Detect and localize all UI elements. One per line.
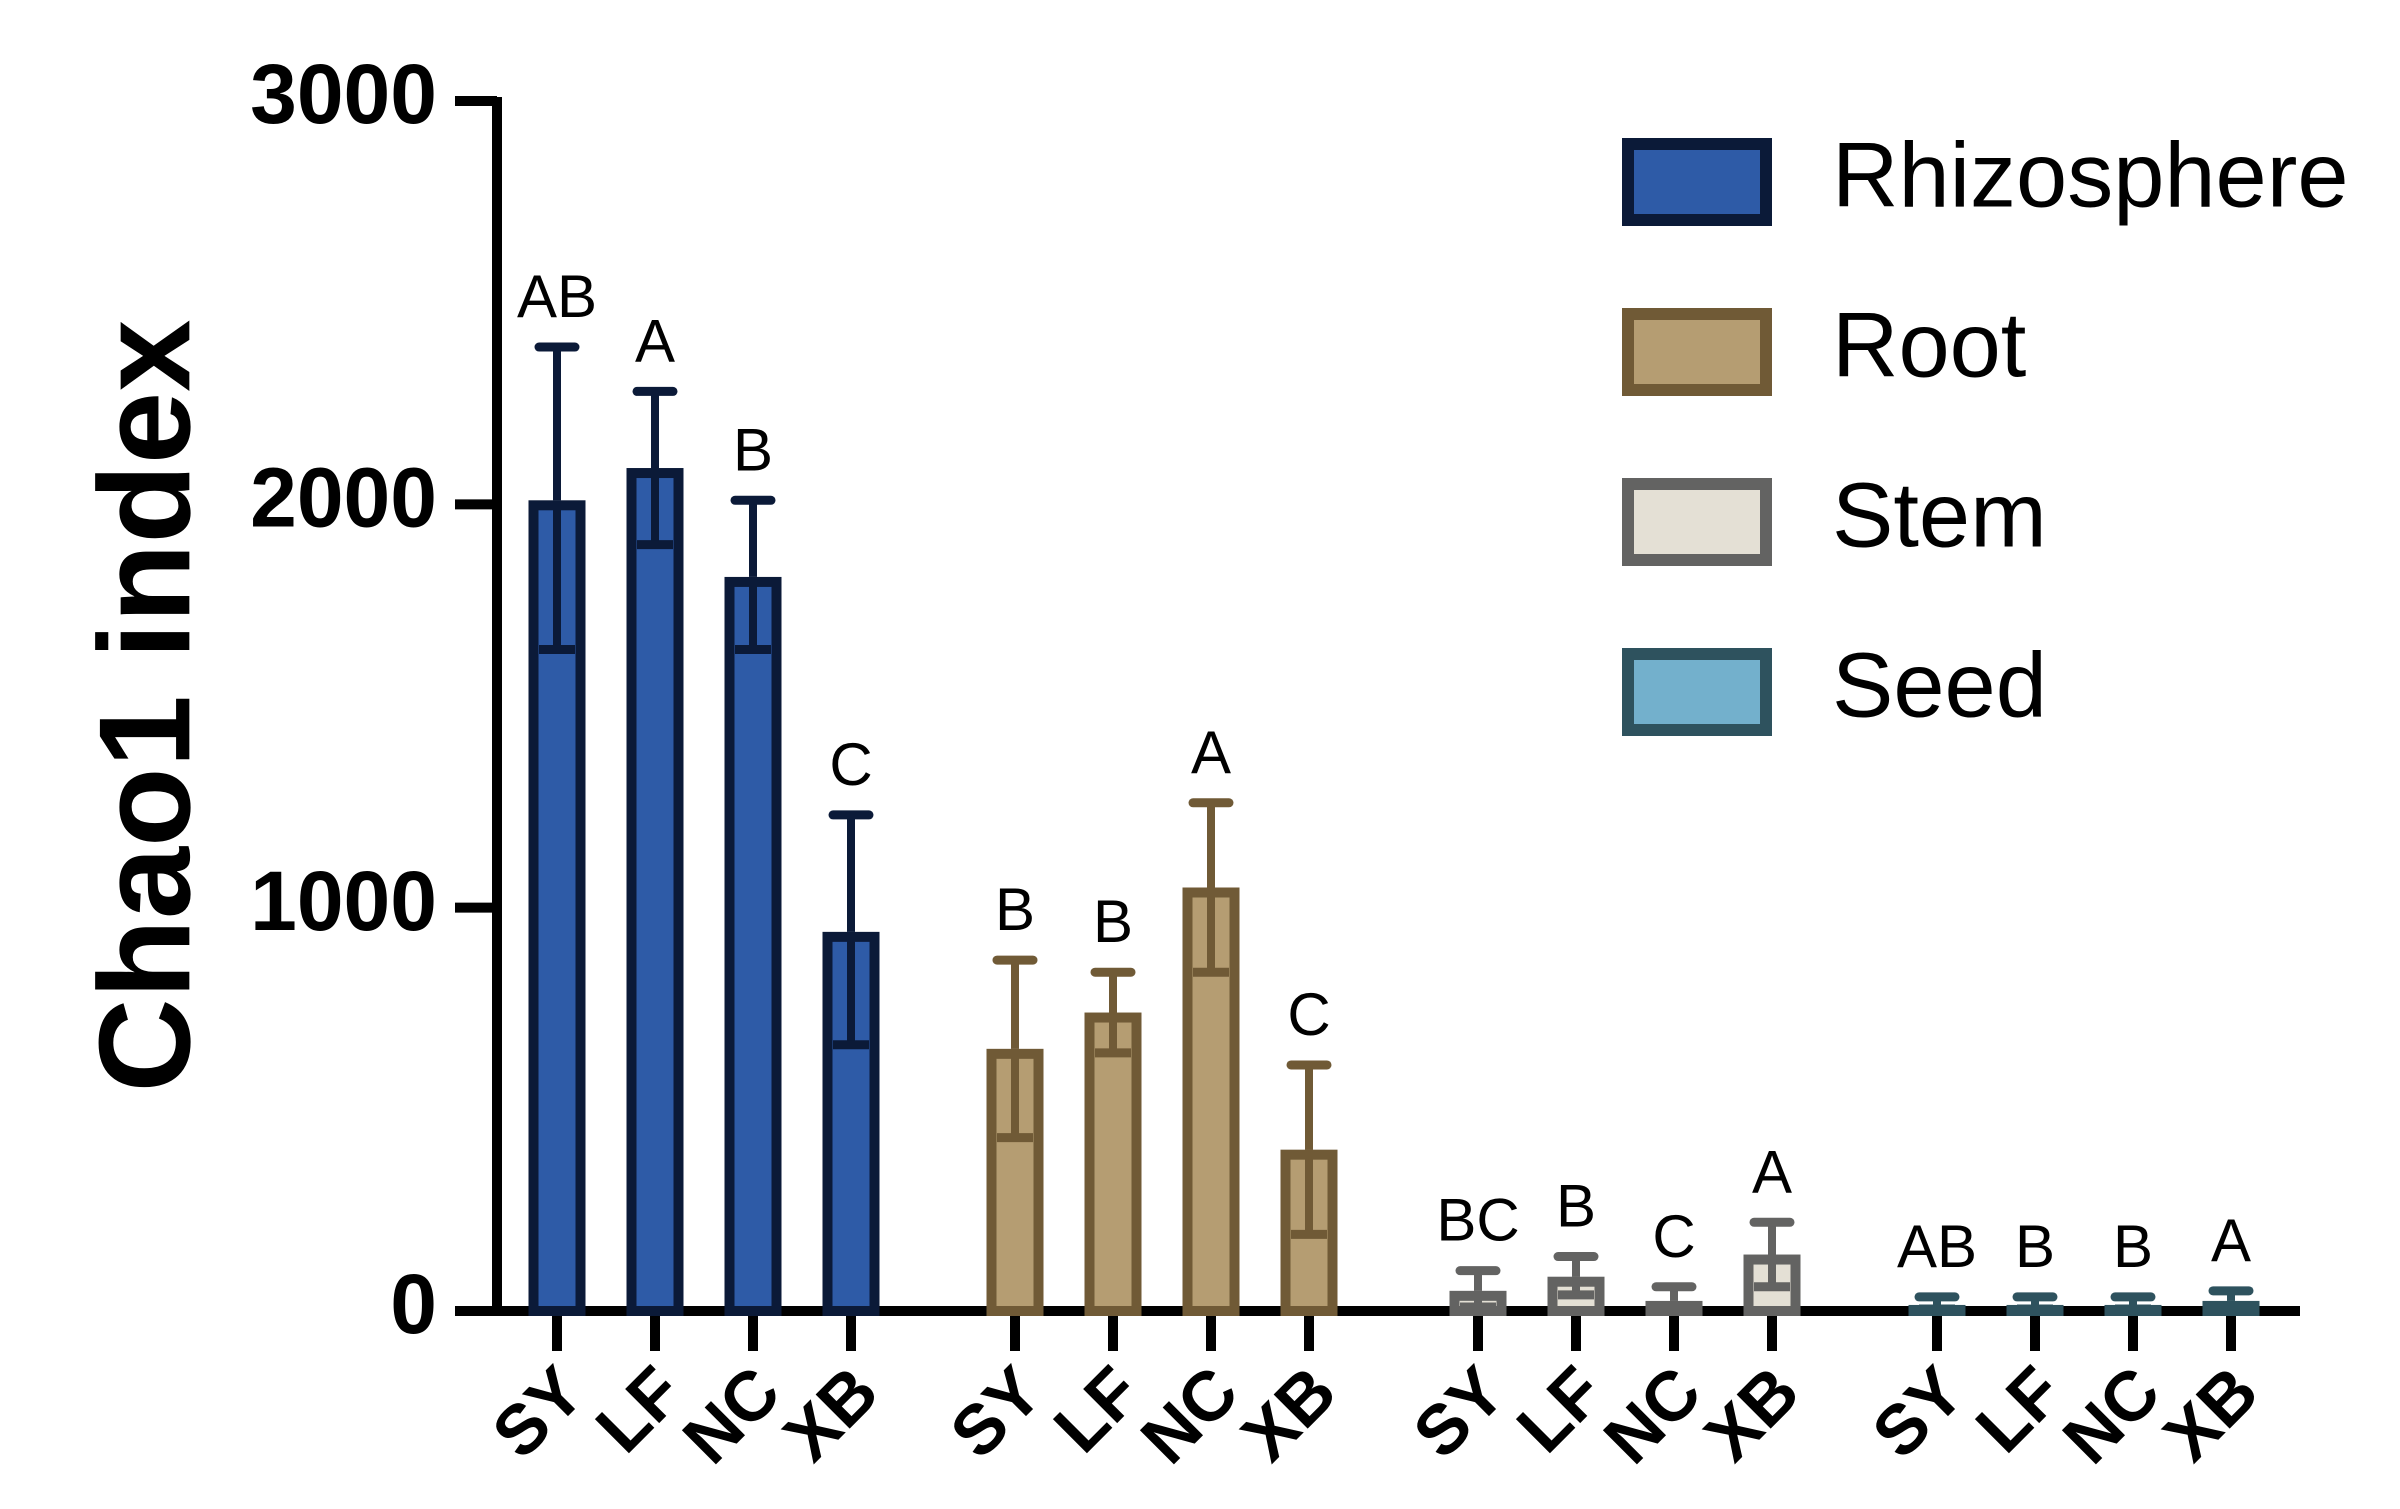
- y-tick-label: 1000: [250, 854, 437, 948]
- x-tick-label: LF: [1039, 1352, 1155, 1468]
- x-tick-label: XB: [1227, 1352, 1351, 1476]
- significance-letter: BC: [1436, 1187, 1519, 1254]
- x-tick-label: LF: [1961, 1352, 2077, 1468]
- y-tick-label: 0: [390, 1257, 437, 1351]
- x-tick-label: XB: [769, 1352, 893, 1476]
- significance-letter: B: [2015, 1213, 2055, 1280]
- significance-letter: A: [635, 307, 675, 374]
- legend-label: Stem: [1832, 464, 2047, 566]
- legend-label: Rhizosphere: [1832, 124, 2349, 226]
- bar-rhizosphere-nc: [724, 576, 782, 1316]
- significance-letter: B: [1556, 1173, 1596, 1240]
- legend-swatch: [1622, 648, 1772, 736]
- significance-letter: AB: [1897, 1213, 1977, 1280]
- significance-letter: A: [1752, 1138, 1792, 1205]
- significance-letter: B: [733, 416, 773, 483]
- x-tick-label: XB: [1690, 1352, 1814, 1476]
- bar-root-lf: [1084, 1012, 1142, 1316]
- y-axis-label: Chao1 index: [71, 320, 217, 1093]
- legend-swatch: [1622, 478, 1772, 566]
- significance-letter: C: [829, 731, 872, 798]
- x-tick-label: LF: [1502, 1352, 1618, 1468]
- significance-letter: C: [1652, 1203, 1695, 1270]
- significance-letter: C: [1287, 981, 1330, 1048]
- x-tick-label: LF: [581, 1352, 697, 1468]
- series-rhizosphere: AB AB C: [517, 263, 880, 1316]
- y-tick-label: 3000: [250, 47, 437, 141]
- legend: Rhizosphere Root Stem Seed: [1622, 124, 2349, 736]
- bar-root-sy: [986, 1048, 1044, 1317]
- significance-letter: A: [1191, 719, 1231, 786]
- significance-letter: B: [1093, 888, 1133, 955]
- y-tick-label: 2000: [250, 451, 437, 545]
- significance-letter: A: [2211, 1207, 2251, 1274]
- significance-letter: B: [995, 876, 1035, 943]
- x-tick-label: XB: [2149, 1352, 2273, 1476]
- series-seed: AB B B A: [1897, 1207, 2260, 1316]
- legend-swatch: [1622, 138, 1772, 226]
- legend-label: Root: [1832, 294, 2026, 396]
- significance-letter: AB: [517, 263, 597, 330]
- legend-swatch: [1622, 308, 1772, 396]
- bar-rhizosphere-lf: [626, 468, 684, 1316]
- significance-letter: B: [2113, 1213, 2153, 1280]
- series-root: B B A C: [986, 719, 1338, 1317]
- series-stem: BC B CA: [1436, 1138, 1801, 1317]
- legend-label: Seed: [1832, 634, 2047, 736]
